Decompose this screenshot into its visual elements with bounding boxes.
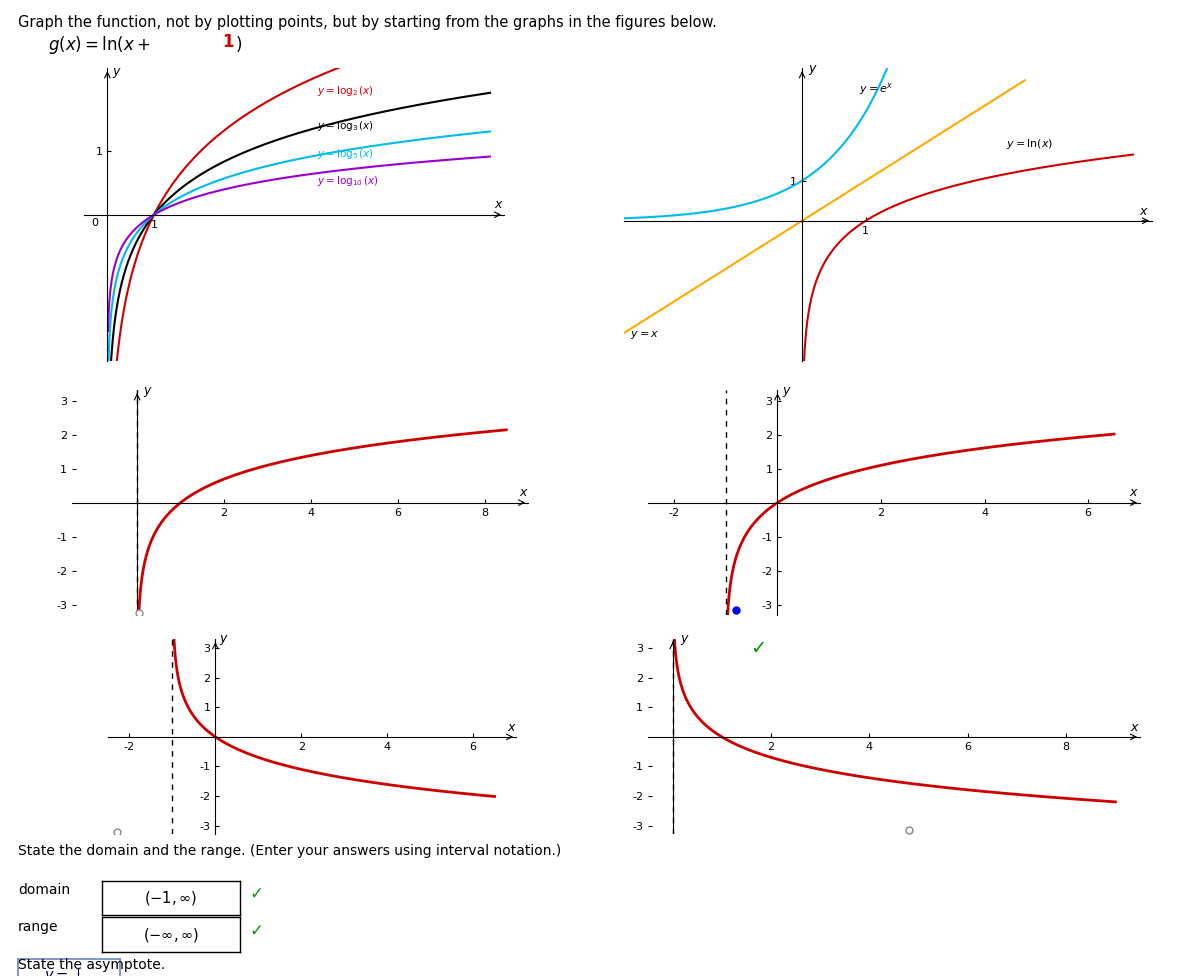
Text: domain: domain — [18, 883, 70, 897]
Text: $\mathbf{1}$: $\mathbf{1}$ — [222, 34, 234, 51]
Text: $)$: $)$ — [235, 34, 242, 54]
Text: y: y — [144, 384, 151, 397]
Text: y: y — [220, 632, 227, 645]
Text: $y = \log_{10}(x)$: $y = \log_{10}(x)$ — [317, 174, 379, 188]
Text: x: x — [520, 486, 527, 499]
Text: y: y — [112, 64, 119, 78]
Text: $g(x) = \ln(x + $: $g(x) = \ln(x + $ — [48, 34, 151, 57]
Text: State the asymptote.: State the asymptote. — [18, 958, 166, 972]
Text: ✓: ✓ — [750, 639, 767, 658]
Text: ✓: ✓ — [250, 885, 264, 903]
Text: $y = e^x$: $y = e^x$ — [859, 81, 894, 98]
Text: $y = \log_2(x)$: $y = \log_2(x)$ — [317, 84, 374, 98]
Text: x: x — [1130, 721, 1138, 734]
Text: $y = \ln(x)$: $y = \ln(x)$ — [1006, 137, 1052, 150]
Text: range: range — [18, 920, 59, 934]
Text: $y = x$: $y = x$ — [630, 329, 660, 341]
Text: $y = \log_5(x)$: $y = \log_5(x)$ — [317, 147, 374, 161]
Text: y: y — [782, 384, 790, 397]
Text: 0: 0 — [91, 219, 98, 228]
Text: $y =$ |: $y =$ | — [43, 966, 80, 976]
Text: x: x — [1139, 205, 1147, 218]
Text: y: y — [809, 62, 816, 75]
Text: $(-\infty,\infty)$: $(-\infty,\infty)$ — [143, 925, 199, 944]
Text: x: x — [494, 198, 502, 212]
Text: y: y — [680, 632, 688, 645]
Text: x: x — [508, 721, 515, 734]
Text: $y = \log_3(x)$: $y = \log_3(x)$ — [317, 119, 374, 133]
Text: State the domain and the range. (Enter your answers using interval notation.): State the domain and the range. (Enter y… — [18, 844, 562, 858]
Text: $(-1,\infty)$: $(-1,\infty)$ — [144, 889, 198, 908]
Text: x: x — [1129, 486, 1138, 499]
Text: Graph the function, not by plotting points, but by starting from the graphs in t: Graph the function, not by plotting poin… — [18, 15, 716, 29]
Text: ✓: ✓ — [250, 922, 264, 940]
